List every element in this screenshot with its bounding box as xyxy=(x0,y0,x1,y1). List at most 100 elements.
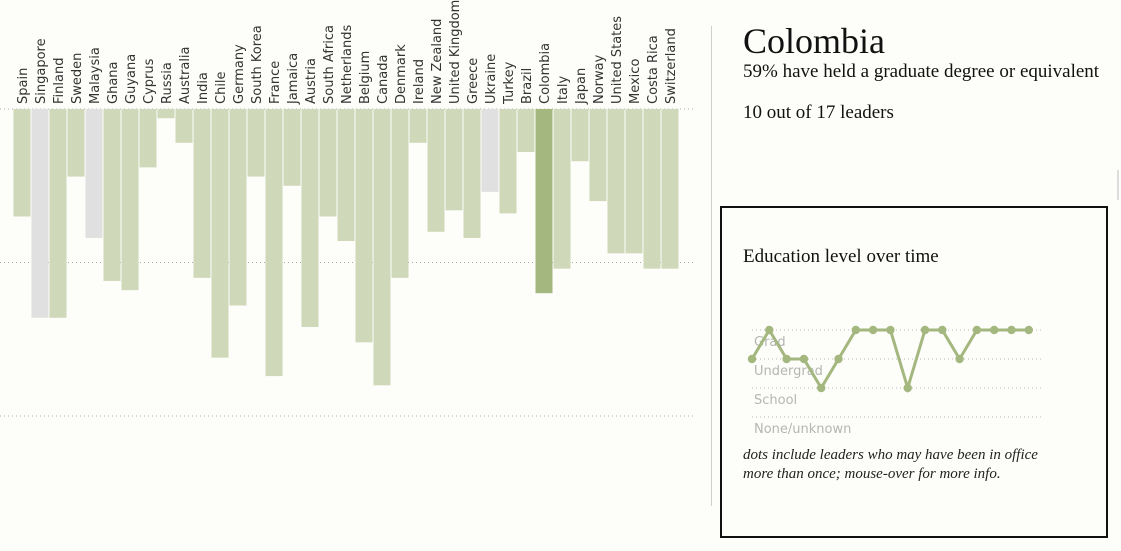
category-label-26[interactable]: Ukraine xyxy=(484,54,499,104)
category-label-2[interactable]: Finland xyxy=(52,58,67,104)
leader-dot-15[interactable] xyxy=(1007,325,1016,335)
category-label-32[interactable]: Norway xyxy=(592,54,607,104)
category-label-17[interactable]: South Africa xyxy=(322,25,337,104)
category-label-34[interactable]: Mexico xyxy=(628,59,643,104)
category-label-4[interactable]: Malaysia xyxy=(88,47,103,104)
category-label-16[interactable]: Austria xyxy=(304,58,319,104)
category-label-19[interactable]: Belgium xyxy=(358,51,373,104)
category-label-0[interactable]: Spain xyxy=(16,68,31,104)
level-label-1: Undergrad xyxy=(754,364,823,379)
bar-20[interactable] xyxy=(373,109,391,386)
bar-32[interactable] xyxy=(589,109,607,202)
bar-22[interactable] xyxy=(409,109,427,143)
bar-29[interactable] xyxy=(535,109,553,294)
bar-26[interactable] xyxy=(481,109,499,192)
bar-18[interactable] xyxy=(337,109,355,242)
leader-dot-4[interactable] xyxy=(817,383,826,393)
leader-dot-11[interactable] xyxy=(938,325,947,335)
bar-3[interactable] xyxy=(67,109,85,177)
bar-17[interactable] xyxy=(319,109,337,217)
category-label-23[interactable]: New Zealand xyxy=(430,19,445,104)
category-label-36[interactable]: Switzerland xyxy=(664,28,679,104)
bar-12[interactable] xyxy=(229,109,247,306)
leader-dot-14[interactable] xyxy=(990,325,999,335)
bar-27[interactable] xyxy=(499,109,517,214)
bar-11[interactable] xyxy=(211,109,229,358)
bar-9[interactable] xyxy=(175,109,193,143)
category-label-31[interactable]: Japan xyxy=(574,68,589,105)
category-label-18[interactable]: Netherlands xyxy=(340,25,355,104)
leader-dot-5[interactable] xyxy=(834,354,843,364)
bar-14[interactable] xyxy=(265,109,283,377)
category-label-8[interactable]: Russia xyxy=(160,62,175,104)
bar-7[interactable] xyxy=(139,109,157,168)
bar-35[interactable] xyxy=(643,109,661,269)
category-label-14[interactable]: France xyxy=(268,61,283,104)
bar-21[interactable] xyxy=(391,109,409,278)
category-label-9[interactable]: Australia xyxy=(178,46,193,104)
category-label-35[interactable]: Costa Rica xyxy=(646,35,661,104)
category-label-27[interactable]: Turkey xyxy=(502,61,517,105)
bar-0[interactable] xyxy=(13,109,31,217)
leader-dot-2[interactable] xyxy=(782,354,791,364)
bar-1[interactable] xyxy=(31,109,49,318)
bar-28[interactable] xyxy=(517,109,535,152)
country-title: Colombia xyxy=(743,21,885,61)
category-label-12[interactable]: Germany xyxy=(232,44,247,104)
level-label-2: School xyxy=(754,393,797,408)
bar-2[interactable] xyxy=(49,109,67,318)
leader-dot-12[interactable] xyxy=(955,354,964,364)
leader-dot-7[interactable] xyxy=(868,325,878,335)
bar-30[interactable] xyxy=(553,109,571,269)
panel-title: Education level over time xyxy=(743,246,939,267)
bar-23[interactable] xyxy=(427,109,445,232)
leader-dot-13[interactable] xyxy=(972,325,982,335)
bar-chart: Spain Singapore Finland Sweden Malaysia Ghana… xyxy=(0,0,694,417)
bar-5[interactable] xyxy=(103,109,121,281)
category-label-10[interactable]: India xyxy=(196,72,211,104)
category-label-25[interactable]: Greece xyxy=(466,58,481,104)
category-label-33[interactable]: United States xyxy=(610,16,625,104)
category-label-15[interactable]: Jamaica xyxy=(286,53,301,105)
category-label-1[interactable]: Singapore xyxy=(34,38,49,104)
bar-15[interactable] xyxy=(283,109,301,186)
category-label-30[interactable]: Italy xyxy=(556,75,571,104)
category-label-13[interactable]: South Korea xyxy=(250,25,265,104)
category-label-3[interactable]: Sweden xyxy=(70,53,85,104)
bar-6[interactable] xyxy=(121,109,139,291)
scrollbar-edge xyxy=(1117,170,1119,200)
bar-13[interactable] xyxy=(247,109,265,177)
leader-dot-16[interactable] xyxy=(1024,325,1033,335)
leader-dot-8[interactable] xyxy=(886,325,895,335)
category-label-24[interactable]: United Kingdom xyxy=(448,0,463,104)
category-label-22[interactable]: Ireland xyxy=(412,59,427,104)
category-label-5[interactable]: Ghana xyxy=(106,62,121,105)
bar-4[interactable] xyxy=(85,109,103,238)
bar-8[interactable] xyxy=(157,109,175,119)
leader-dot-10[interactable] xyxy=(920,325,930,335)
bar-10[interactable] xyxy=(193,109,211,278)
leader-dot-3[interactable] xyxy=(799,354,809,364)
leader-dot-9[interactable] xyxy=(903,383,912,393)
category-label-29[interactable]: Colombia xyxy=(538,43,553,104)
bar-34[interactable] xyxy=(625,109,643,254)
bar-31[interactable] xyxy=(571,109,589,162)
bar-25[interactable] xyxy=(463,109,481,238)
bar-16[interactable] xyxy=(301,109,319,327)
bar-33[interactable] xyxy=(607,109,625,254)
category-label-11[interactable]: Chile xyxy=(214,71,229,104)
category-label-7[interactable]: Cyprus xyxy=(142,58,157,104)
category-label-20[interactable]: Canada xyxy=(376,55,391,104)
education-line xyxy=(750,327,1029,394)
leader-dot-1[interactable] xyxy=(765,325,774,335)
category-label-6[interactable]: Guyana xyxy=(124,54,139,104)
bar-36[interactable] xyxy=(661,109,679,269)
bar-24[interactable] xyxy=(445,109,463,211)
divider xyxy=(711,26,712,506)
leader-dot-6[interactable] xyxy=(851,325,860,335)
category-label-21[interactable]: Denmark xyxy=(394,44,409,104)
level-label-3: None/unknown xyxy=(754,422,851,437)
category-label-28[interactable]: Brazil xyxy=(520,68,535,104)
bar-19[interactable] xyxy=(355,109,373,343)
leader-dot-0[interactable] xyxy=(747,354,757,364)
